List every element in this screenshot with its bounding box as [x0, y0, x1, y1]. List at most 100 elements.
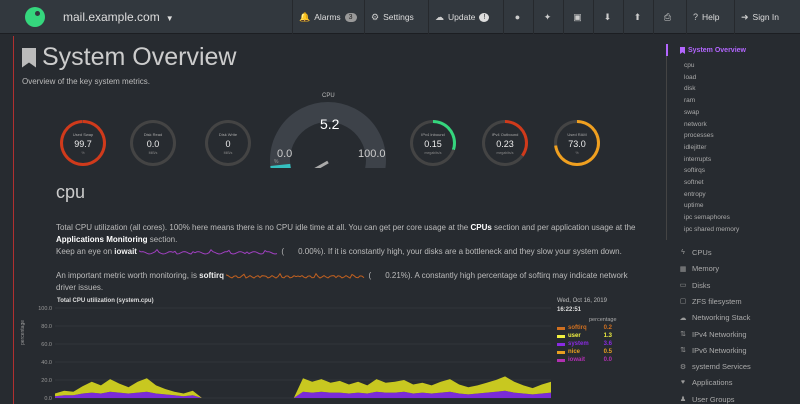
softirq-text-b: ). A constantly high percentage of softi…	[56, 271, 628, 292]
github-button[interactable]: ●	[503, 0, 531, 34]
sidebar-section-networking-stack[interactable]: ☁ Networking Stack	[679, 313, 751, 322]
sidebar-subitem-swap[interactable]: swap	[684, 108, 700, 116]
network-icon: ⇅	[680, 331, 686, 338]
legend-item-softirq[interactable]: softirq 0.2	[557, 325, 612, 331]
print-button[interactable]: ⎙	[653, 0, 681, 34]
sidebar-subitem-load[interactable]: load	[684, 73, 697, 81]
sidebar-section-systemd-services[interactable]: ⚙ systemd Services	[679, 362, 751, 371]
legend-item-user[interactable]: user 1.3	[557, 333, 612, 339]
twitter-button[interactable]: ✦	[533, 0, 561, 34]
sidebar-subitem-ipc-semaphores[interactable]: ipc semaphores	[684, 214, 730, 222]
cpu-gauge-value: 5.2	[320, 116, 340, 132]
chart-y-tick: 80.0	[41, 324, 52, 330]
sidebar-section-label: User Groups	[692, 394, 735, 404]
sidebar-section-applications[interactable]: ♥ Applications	[679, 378, 733, 387]
heartbeat-icon: ♥	[680, 379, 686, 387]
chart-y-axis-label: percentage	[20, 319, 26, 345]
host-name: mail.example.com	[63, 10, 160, 24]
gauge-4[interactable]: IPv4 Outbound 0.23 megabits/s	[482, 120, 528, 166]
sidebar-subitem-softirqs[interactable]: softirqs	[684, 167, 705, 175]
legend-value: 1.3	[603, 333, 612, 339]
sidebar-subitem-interrupts[interactable]: interrupts	[684, 155, 712, 163]
link-applications-monitoring[interactable]: Applications Monitoring	[56, 234, 148, 244]
iowait-sparkline	[138, 248, 278, 255]
sign-in-button[interactable]: ➜ Sign In	[734, 0, 796, 34]
sidebar-section-label: Disks	[692, 280, 711, 290]
sidebar-section-memory[interactable]: ▦ Memory	[679, 264, 719, 273]
gauge-unit: %	[81, 150, 85, 155]
cloud-icon: ☁	[679, 314, 687, 322]
sidebar-active-marker	[666, 44, 668, 56]
sign-in-label: Sign In	[752, 12, 780, 22]
download-icon: ⬇	[603, 11, 612, 22]
sidebar-section-label: IPv4 Networking	[692, 329, 747, 339]
iowait-value: 0.00%	[298, 247, 321, 256]
iowait-text-a: Keep an eye on	[56, 247, 113, 256]
gauge-unit: MiB/s	[223, 150, 233, 155]
gauge-label: Disk Write	[218, 131, 238, 137]
legend-name: softirq	[568, 325, 587, 331]
host-selector[interactable]: mail.example.com ▼	[63, 10, 174, 24]
cpu-description: Total CPU utilization (all cores). 100% …	[56, 222, 646, 245]
sidebar-subitem-processes[interactable]: processes	[684, 132, 714, 140]
legend-item-iowait[interactable]: iowait 0.0	[557, 357, 612, 363]
sidebar-subitem-idlejitter[interactable]: idlejitter	[684, 143, 707, 151]
sidebar-section-label: ZFS filesystem	[692, 296, 742, 306]
cpu-chart[interactable]: 100.0 80.0 60.0 40.0 20.0 0.0	[28, 302, 553, 404]
gauge-inner: Disk Read 0.0 MiB/s	[133, 123, 173, 163]
hdd-icon: ▭	[679, 282, 687, 290]
netdata-logo-icon[interactable]	[25, 7, 45, 27]
cogs-icon: ⚙	[679, 363, 687, 371]
download-button[interactable]: ⬇	[593, 0, 621, 34]
sidebar-subitem-disk[interactable]: disk	[684, 85, 696, 93]
gauge-3[interactable]: IPv4 Inbound 0.15 megabits/s	[410, 120, 456, 166]
settings-label: Settings	[383, 12, 414, 22]
softirq-sparkline	[226, 272, 365, 279]
upload-icon: ⬆	[633, 11, 642, 22]
sidebar-section-zfs-filesystem[interactable]: ▢ ZFS filesystem	[679, 297, 742, 306]
legend-item-system[interactable]: system 3.6	[557, 341, 612, 347]
update-button[interactable]: ☁ Update !	[428, 0, 500, 34]
sidebar-section-disks[interactable]: ▭ Disks	[679, 280, 711, 290]
gauge-2[interactable]: Disk Write 0 MiB/s	[205, 120, 251, 166]
chart-y-tick: 40.0	[41, 360, 52, 366]
sidebar-subitem-softnet[interactable]: softnet	[684, 179, 704, 186]
alarms-label: Alarms	[314, 12, 341, 22]
link-cpus[interactable]: CPUs	[470, 223, 492, 232]
sign-in-icon: ➜	[741, 11, 749, 22]
gauge-0[interactable]: Used Swap 99.7 %	[60, 120, 106, 166]
sidebar-subitem-cpu[interactable]: cpu	[684, 62, 695, 69]
sidebar-track	[666, 44, 667, 240]
sidebar-section-user-groups[interactable]: ♟ User Groups	[679, 395, 735, 404]
sidebar-section-ipv6-networking[interactable]: ⇅ IPv6 Networking	[679, 346, 747, 355]
gauge-1[interactable]: Disk Read 0.0 MiB/s	[130, 120, 176, 166]
sidebar-section-label: Memory	[692, 264, 720, 274]
sidebar-subitem-entropy[interactable]: entropy	[684, 190, 706, 198]
settings-button[interactable]: ⚙ Settings	[364, 0, 424, 34]
sidebar-subitem-network[interactable]: network	[684, 120, 707, 128]
alarm-indicator-line	[13, 36, 14, 404]
sidebar-section-ipv4-networking[interactable]: ⇅ IPv4 Networking	[679, 330, 747, 339]
facebook-icon: ▣	[573, 11, 582, 22]
legend-swatch	[557, 334, 565, 338]
upload-button[interactable]: ⬆	[623, 0, 651, 34]
gauge-unit: %	[575, 150, 579, 155]
alarms-count-badge: 3	[344, 12, 357, 22]
gauge-5[interactable]: Used RAM 73.0 %	[554, 120, 600, 166]
facebook-button[interactable]: ▣	[563, 0, 591, 34]
legend-name: user	[568, 333, 581, 339]
sidebar-subitem-ipc-shared-memory[interactable]: ipc shared memory	[684, 225, 740, 233]
sidebar-section-label: systemd Services	[692, 362, 751, 372]
help-button[interactable]: ? Help	[686, 0, 732, 34]
alarms-button[interactable]: 🔔 Alarms 3	[292, 0, 358, 34]
help-label: Help	[702, 12, 720, 22]
legend-item-nice[interactable]: nice 0.5	[557, 349, 612, 355]
sidebar-subitem-uptime[interactable]: uptime	[684, 202, 704, 210]
sidebar-subitem-ram[interactable]: ram	[684, 97, 696, 105]
folder-icon: ▢	[679, 298, 687, 306]
sidebar-section-cpus[interactable]: ϟ CPUs	[679, 248, 711, 257]
sidebar-active-label: System Overview	[688, 47, 746, 54]
print-icon: ⎙	[663, 11, 672, 22]
sidebar-item-system-overview[interactable]: System Overview	[680, 47, 746, 54]
cpu-gauge-max: 100.0	[358, 148, 386, 160]
